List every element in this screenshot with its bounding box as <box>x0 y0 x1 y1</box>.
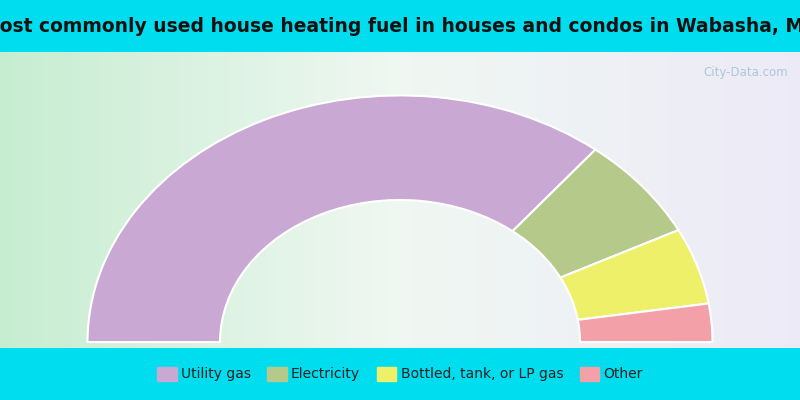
Wedge shape <box>513 150 678 278</box>
Wedge shape <box>560 230 709 320</box>
Text: Most commonly used house heating fuel in houses and condos in Wabasha, MN: Most commonly used house heating fuel in… <box>0 16 800 36</box>
Text: City-Data.com: City-Data.com <box>703 66 787 79</box>
Wedge shape <box>87 96 595 342</box>
Wedge shape <box>578 304 713 342</box>
Legend: Utility gas, Electricity, Bottled, tank, or LP gas, Other: Utility gas, Electricity, Bottled, tank,… <box>152 361 648 387</box>
